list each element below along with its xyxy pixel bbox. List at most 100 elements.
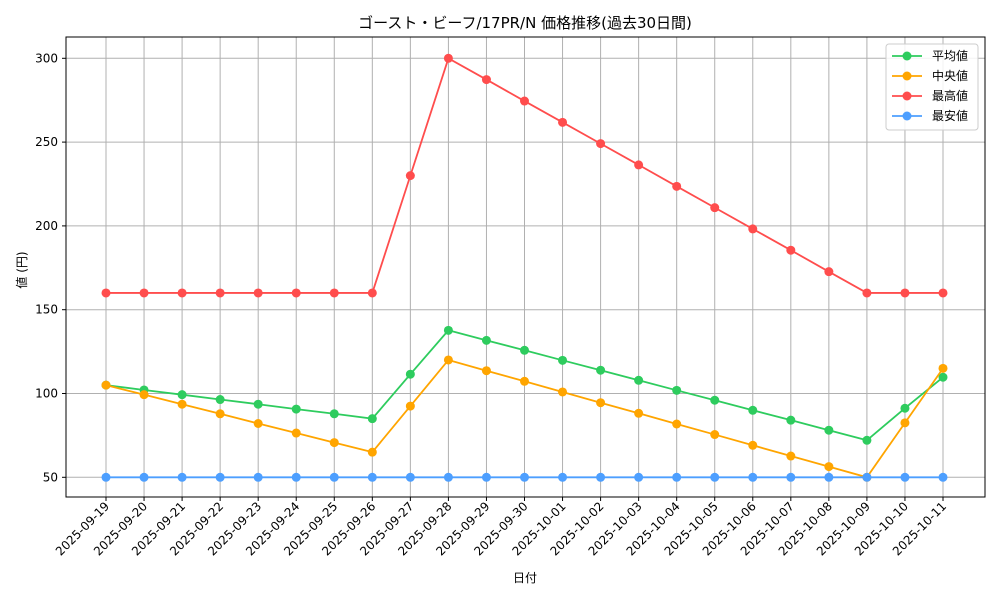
data-point	[367, 414, 377, 424]
data-point	[596, 472, 606, 482]
data-point	[634, 408, 644, 418]
legend-item: 最高値	[892, 88, 968, 103]
legend-item: 平均値	[892, 48, 968, 63]
x-axis: 2025-09-192025-09-202025-09-212025-09-22…	[53, 497, 949, 558]
data-point	[900, 288, 910, 298]
data-point	[862, 472, 872, 482]
data-point	[329, 438, 339, 448]
data-point	[900, 418, 910, 428]
data-point	[558, 117, 568, 127]
data-point	[177, 288, 187, 298]
series-line	[101, 53, 948, 298]
data-point	[672, 419, 682, 429]
data-point	[520, 345, 529, 355]
data-point	[672, 385, 682, 395]
data-point	[596, 365, 606, 375]
data-point	[253, 472, 263, 482]
series-line	[101, 325, 948, 445]
chart-title: ゴースト・ビーフ/17PR/N 価格推移(過去30日間)	[358, 14, 692, 32]
data-point	[634, 375, 644, 385]
data-point	[367, 447, 377, 457]
legend-label: 最安値	[932, 108, 968, 123]
data-point	[291, 428, 301, 438]
data-point	[786, 415, 796, 425]
data-point	[443, 472, 453, 482]
data-point	[748, 224, 758, 234]
data-point	[405, 369, 415, 379]
series-group	[101, 53, 948, 482]
data-point	[634, 472, 644, 482]
data-point	[367, 288, 377, 298]
data-point	[596, 139, 606, 149]
data-point	[101, 288, 111, 298]
data-point	[938, 363, 948, 373]
legend-box	[885, 43, 979, 131]
data-point	[481, 366, 491, 376]
data-point	[329, 472, 339, 482]
data-point	[291, 404, 301, 414]
legend-item: 中央値	[892, 68, 968, 83]
data-point	[596, 398, 606, 408]
data-point	[405, 401, 415, 411]
y-axis-label: 値 (円)	[14, 251, 29, 288]
legend-marker-icon	[902, 91, 912, 101]
data-point	[900, 403, 910, 413]
y-tick-label: 100	[35, 387, 58, 401]
data-point	[253, 399, 263, 409]
data-point	[710, 203, 720, 213]
series-line	[101, 472, 948, 482]
data-point	[329, 288, 339, 298]
series-line	[101, 355, 948, 482]
plot-frame	[65, 36, 986, 498]
data-point	[139, 288, 149, 298]
data-point	[291, 472, 301, 482]
data-point	[672, 181, 682, 191]
y-tick-label: 150	[35, 303, 58, 317]
grid	[66, 37, 985, 497]
legend-label: 平均値	[932, 48, 968, 63]
data-point	[443, 53, 453, 63]
legend-item: 最安値	[892, 108, 968, 123]
data-point	[443, 355, 453, 365]
data-point	[253, 288, 263, 298]
data-point	[101, 380, 111, 390]
data-point	[558, 355, 568, 365]
x-axis-label: 日付	[513, 571, 537, 585]
data-point	[900, 472, 910, 482]
data-point	[443, 325, 453, 335]
data-point	[481, 472, 491, 482]
data-point	[215, 409, 225, 419]
y-tick-label: 300	[35, 51, 58, 65]
data-point	[177, 399, 187, 409]
y-axis: 50 100 150 200 250 300	[35, 51, 66, 484]
data-point	[481, 335, 491, 345]
data-point	[520, 96, 529, 106]
data-point	[938, 288, 948, 298]
data-point	[405, 472, 415, 482]
legend-marker-icon	[902, 71, 912, 81]
data-point	[367, 472, 377, 482]
data-point	[786, 451, 796, 461]
data-point	[748, 472, 758, 482]
legend-label: 最高値	[932, 88, 968, 103]
data-point	[291, 288, 301, 298]
data-point	[139, 472, 149, 482]
data-point	[101, 472, 111, 482]
data-point	[862, 288, 872, 298]
data-point	[520, 472, 529, 482]
data-point	[215, 472, 225, 482]
data-point	[672, 472, 682, 482]
data-point	[938, 372, 948, 382]
y-tick-label: 50	[43, 470, 58, 484]
data-point	[558, 472, 568, 482]
data-point	[215, 395, 225, 405]
data-point	[177, 390, 187, 400]
data-point	[824, 267, 834, 277]
legend-label: 中央値	[932, 68, 968, 83]
data-point	[824, 462, 834, 472]
data-point	[139, 390, 149, 400]
data-point	[329, 409, 339, 419]
y-tick-label: 250	[35, 135, 58, 149]
data-point	[253, 419, 263, 429]
